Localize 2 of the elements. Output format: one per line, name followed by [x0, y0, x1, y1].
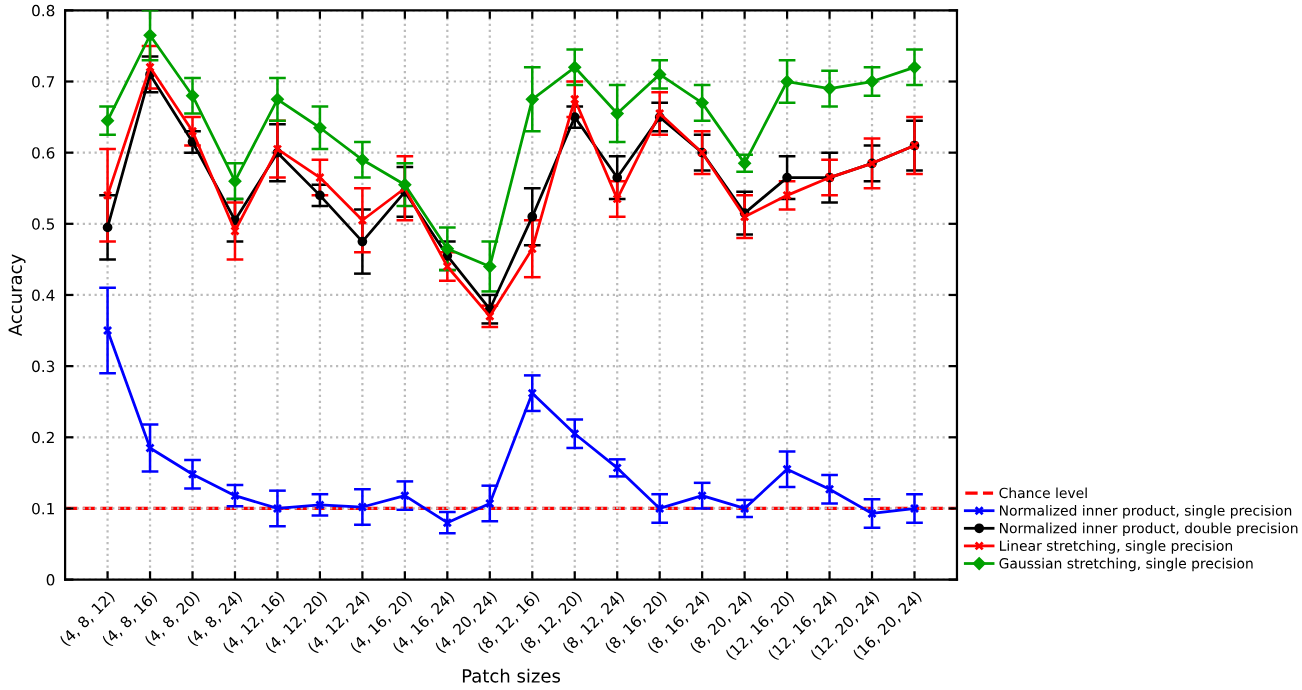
- y-axis-title: Accuracy: [8, 254, 26, 337]
- x-axis-title: Patch sizes: [462, 668, 561, 683]
